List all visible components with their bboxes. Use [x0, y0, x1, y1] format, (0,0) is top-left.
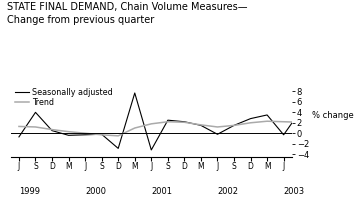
Text: 2002: 2002 [218, 187, 239, 196]
Line: Trend: Trend [19, 121, 300, 136]
Seasonally adjusted [215, 133, 220, 136]
Seasonally adjusted [248, 117, 253, 120]
Seasonally adjusted [33, 111, 38, 114]
Seasonally adjusted [133, 92, 137, 94]
Seasonally adjusted [116, 147, 120, 150]
Seasonally adjusted [265, 114, 269, 116]
Seasonally adjusted [67, 134, 71, 137]
Seasonally adjusted [149, 149, 153, 151]
Line: Seasonally adjusted: Seasonally adjusted [19, 93, 300, 150]
Trend [182, 121, 187, 124]
Trend [17, 125, 21, 128]
Seasonally adjusted [83, 134, 87, 136]
Trend [83, 132, 87, 135]
Seasonally adjusted [182, 120, 187, 123]
Trend [166, 120, 170, 123]
Text: 2000: 2000 [85, 187, 106, 196]
Seasonally adjusted [232, 124, 236, 127]
Text: 2003: 2003 [284, 187, 305, 196]
Trend [33, 126, 38, 128]
Trend [50, 128, 54, 131]
Seasonally adjusted [50, 129, 54, 132]
Seasonally adjusted [17, 136, 21, 138]
Trend [248, 122, 253, 124]
Y-axis label: % change: % change [312, 111, 354, 120]
Trend [133, 127, 137, 129]
Trend [199, 124, 203, 126]
Trend [149, 122, 153, 125]
Seasonally adjusted [100, 133, 104, 136]
Trend [67, 130, 71, 133]
Trend [232, 124, 236, 127]
Seasonally adjusted [166, 119, 170, 121]
Seasonally adjusted [298, 110, 302, 113]
Trend [282, 120, 286, 123]
Trend [100, 134, 104, 136]
Trend [265, 120, 269, 122]
Text: 2001: 2001 [151, 187, 172, 196]
Text: 1999: 1999 [19, 187, 40, 196]
Seasonally adjusted [282, 134, 286, 136]
Seasonally adjusted [199, 124, 203, 127]
Trend [298, 121, 302, 124]
Legend: Seasonally adjusted, Trend: Seasonally adjusted, Trend [15, 88, 113, 107]
Trend [215, 126, 220, 128]
Trend [116, 135, 120, 137]
Text: STATE FINAL DEMAND, Chain Volume Measures—
Change from previous quarter: STATE FINAL DEMAND, Chain Volume Measure… [7, 2, 248, 25]
